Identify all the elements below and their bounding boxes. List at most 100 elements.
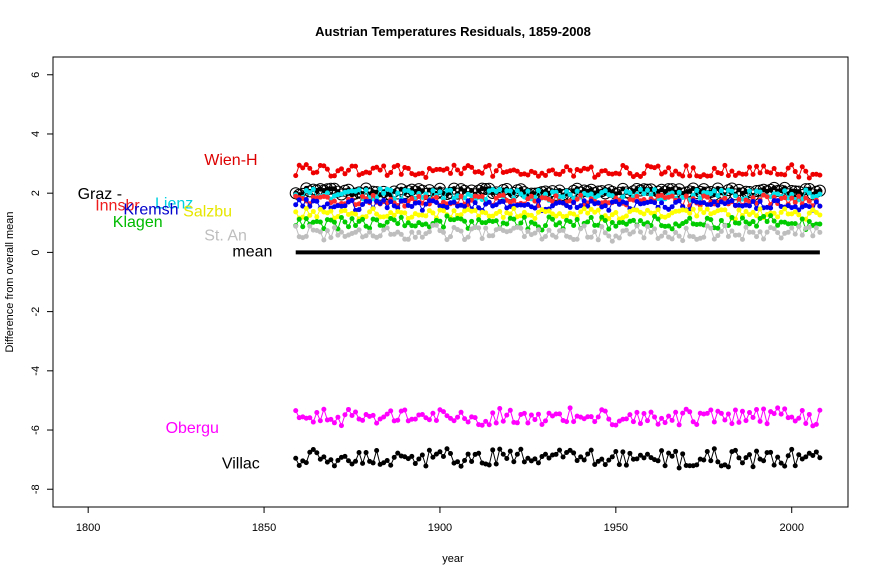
data-point — [497, 406, 503, 412]
data-point — [655, 458, 661, 464]
data-point — [754, 213, 760, 219]
data-point — [518, 446, 524, 452]
data-point — [469, 218, 475, 224]
data-point — [293, 223, 299, 229]
data-point — [342, 171, 348, 177]
data-point — [803, 168, 809, 174]
data-point — [574, 236, 580, 242]
series-label: Salzbu — [183, 204, 232, 221]
data-point — [321, 237, 327, 243]
data-point — [789, 221, 795, 227]
data-point — [761, 163, 767, 169]
data-point — [655, 216, 661, 222]
data-point — [764, 219, 770, 225]
data-point — [458, 171, 464, 177]
data-point — [782, 172, 788, 178]
data-point — [500, 418, 506, 424]
data-point — [391, 454, 397, 460]
data-point — [641, 455, 647, 461]
data-point — [806, 411, 812, 417]
data-point — [768, 213, 774, 219]
data-point — [528, 212, 534, 218]
data-point — [465, 419, 471, 425]
data-point — [497, 163, 503, 169]
data-point — [606, 457, 612, 463]
data-point — [367, 229, 373, 235]
data-point — [711, 188, 717, 194]
data-point — [560, 227, 566, 233]
data-point — [476, 225, 482, 231]
data-point — [623, 200, 629, 206]
data-point — [725, 212, 731, 218]
data-point — [637, 452, 643, 458]
data-point — [444, 166, 450, 172]
data-point — [806, 190, 812, 196]
data-point — [310, 419, 316, 425]
data-point — [687, 210, 693, 216]
data-point — [514, 451, 520, 457]
data-point — [426, 447, 432, 453]
data-point — [683, 207, 689, 213]
plot-frame — [52, 56, 849, 508]
data-point — [317, 229, 323, 235]
data-point — [644, 223, 650, 229]
data-point — [398, 198, 404, 204]
data-point — [761, 236, 767, 242]
data-point — [370, 192, 376, 198]
x-tick-label: 2000 — [779, 522, 803, 534]
data-point — [588, 234, 594, 240]
data-point — [303, 460, 309, 466]
data-point — [525, 188, 531, 194]
data-point — [360, 201, 366, 207]
data-point — [606, 233, 612, 239]
data-point — [578, 168, 584, 174]
data-point — [718, 217, 724, 223]
y-axis: 6 4 2 0 -2 -4 -6 -8 — [30, 72, 54, 494]
series-label: Graz - — [78, 186, 122, 203]
data-point — [345, 458, 351, 464]
data-point — [353, 409, 359, 415]
data-point — [585, 210, 591, 216]
data-point — [444, 187, 450, 193]
data-point — [754, 448, 760, 454]
data-point — [602, 462, 608, 468]
data-point — [571, 199, 577, 205]
data-point — [588, 164, 594, 170]
data-point — [666, 206, 672, 212]
data-point — [518, 225, 524, 231]
data-point — [747, 410, 753, 416]
data-point — [462, 204, 468, 210]
data-point — [307, 415, 313, 421]
data-point — [539, 422, 545, 428]
data-point — [813, 221, 819, 227]
data-point — [388, 210, 394, 216]
data-point — [775, 191, 781, 197]
data-point — [433, 166, 439, 172]
data-point — [324, 201, 330, 207]
data-point — [620, 194, 626, 200]
data-point — [778, 235, 784, 241]
data-point — [307, 449, 313, 455]
data-point — [405, 165, 411, 171]
data-point — [412, 461, 418, 467]
series-label: Kremsh — [123, 202, 178, 219]
data-point — [652, 414, 658, 420]
series-obergu — [293, 405, 823, 429]
data-point — [300, 224, 306, 230]
data-point — [402, 236, 408, 242]
data-point — [521, 410, 527, 416]
data-point — [606, 416, 612, 422]
data-point — [704, 194, 710, 200]
data-point — [803, 454, 809, 460]
data-point — [564, 188, 570, 194]
data-point — [771, 194, 777, 200]
data-point — [637, 421, 643, 427]
data-point — [768, 170, 774, 176]
data-point — [648, 210, 654, 216]
data-point — [602, 230, 608, 236]
data-point — [690, 165, 696, 171]
data-point — [500, 192, 506, 198]
data-point — [504, 221, 510, 227]
data-point — [754, 223, 760, 229]
